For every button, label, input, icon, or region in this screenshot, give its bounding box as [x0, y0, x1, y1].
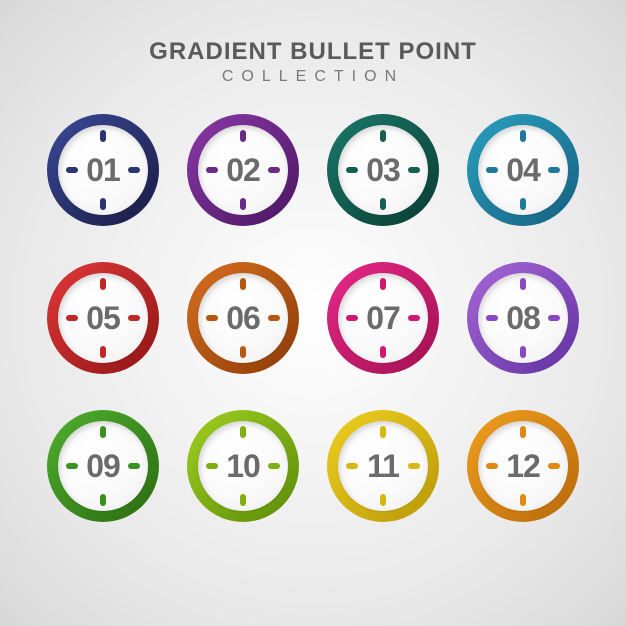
tick-mark-icon [128, 463, 140, 469]
page-subtitle: COLLECTION [149, 68, 477, 86]
tick-mark-icon [240, 130, 246, 142]
tick-mark-icon [408, 463, 420, 469]
page-title: GRADIENT BULLET POINT [149, 38, 477, 66]
bullet-07: 07 [327, 262, 439, 374]
tick-mark-icon [520, 130, 526, 142]
bullet-grid: 01 02 03 04 05 06 07 08 09 10 11 12 [0, 114, 626, 522]
tick-mark-icon [486, 315, 498, 321]
bullet-12: 12 [467, 410, 579, 522]
bullet-number: 03 [366, 152, 400, 189]
bullet-number: 01 [86, 152, 120, 189]
tick-mark-icon [268, 315, 280, 321]
tick-mark-icon [128, 315, 140, 321]
bullet-number: 09 [86, 448, 120, 485]
bullet-inner: 11 [338, 421, 428, 511]
tick-mark-icon [128, 167, 140, 173]
bullet-number: 07 [366, 300, 400, 337]
tick-mark-icon [240, 198, 246, 210]
tick-mark-icon [206, 315, 218, 321]
tick-mark-icon [100, 346, 106, 358]
tick-mark-icon [548, 167, 560, 173]
tick-mark-icon [346, 167, 358, 173]
bullet-inner: 01 [58, 125, 148, 215]
tick-mark-icon [240, 346, 246, 358]
bullet-02: 02 [187, 114, 299, 226]
bullet-inner: 09 [58, 421, 148, 511]
bullet-number: 04 [506, 152, 540, 189]
tick-mark-icon [206, 463, 218, 469]
bullet-06: 06 [187, 262, 299, 374]
bullet-inner: 08 [478, 273, 568, 363]
tick-mark-icon [520, 426, 526, 438]
bullet-number: 12 [506, 448, 540, 485]
bullet-number: 08 [506, 300, 540, 337]
tick-mark-icon [240, 278, 246, 290]
tick-mark-icon [346, 463, 358, 469]
header: GRADIENT BULLET POINT COLLECTION [149, 38, 477, 86]
bullet-inner: 06 [198, 273, 288, 363]
bullet-03: 03 [327, 114, 439, 226]
bullet-inner: 12 [478, 421, 568, 511]
tick-mark-icon [240, 426, 246, 438]
tick-mark-icon [240, 494, 246, 506]
tick-mark-icon [408, 167, 420, 173]
tick-mark-icon [100, 494, 106, 506]
tick-mark-icon [520, 494, 526, 506]
bullet-inner: 02 [198, 125, 288, 215]
tick-mark-icon [206, 167, 218, 173]
tick-mark-icon [380, 426, 386, 438]
tick-mark-icon [380, 346, 386, 358]
tick-mark-icon [548, 463, 560, 469]
tick-mark-icon [100, 426, 106, 438]
tick-mark-icon [380, 130, 386, 142]
bullet-number: 02 [226, 152, 260, 189]
tick-mark-icon [380, 278, 386, 290]
tick-mark-icon [486, 463, 498, 469]
bullet-number: 06 [226, 300, 260, 337]
bullet-number: 05 [86, 300, 120, 337]
tick-mark-icon [100, 278, 106, 290]
tick-mark-icon [66, 315, 78, 321]
tick-mark-icon [66, 463, 78, 469]
tick-mark-icon [548, 315, 560, 321]
bullet-04: 04 [467, 114, 579, 226]
bullet-inner: 05 [58, 273, 148, 363]
tick-mark-icon [380, 198, 386, 210]
bullet-01: 01 [47, 114, 159, 226]
tick-mark-icon [100, 130, 106, 142]
tick-mark-icon [486, 167, 498, 173]
bullet-08: 08 [467, 262, 579, 374]
tick-mark-icon [268, 167, 280, 173]
bullet-10: 10 [187, 410, 299, 522]
tick-mark-icon [100, 198, 106, 210]
bullet-number: 11 [367, 448, 399, 485]
tick-mark-icon [520, 278, 526, 290]
tick-mark-icon [408, 315, 420, 321]
bullet-05: 05 [47, 262, 159, 374]
bullet-09: 09 [47, 410, 159, 522]
tick-mark-icon [66, 167, 78, 173]
bullet-11: 11 [327, 410, 439, 522]
bullet-inner: 03 [338, 125, 428, 215]
tick-mark-icon [520, 198, 526, 210]
tick-mark-icon [346, 315, 358, 321]
tick-mark-icon [520, 346, 526, 358]
tick-mark-icon [268, 463, 280, 469]
tick-mark-icon [380, 494, 386, 506]
bullet-inner: 10 [198, 421, 288, 511]
bullet-inner: 04 [478, 125, 568, 215]
bullet-inner: 07 [338, 273, 428, 363]
bullet-number: 10 [226, 448, 260, 485]
